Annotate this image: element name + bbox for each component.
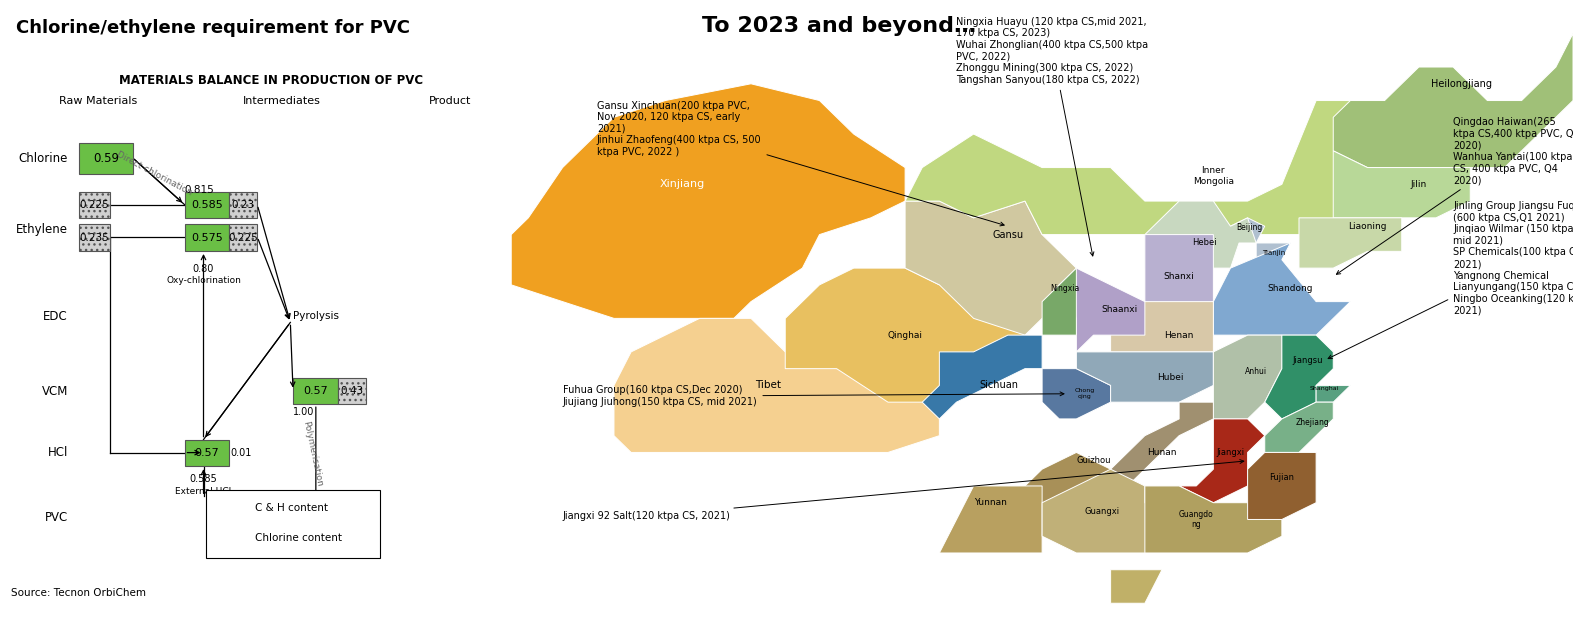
Polygon shape (1076, 352, 1213, 402)
Polygon shape (1111, 402, 1213, 486)
Text: Anhui: Anhui (1246, 368, 1268, 376)
Text: 0.235: 0.235 (80, 232, 109, 243)
Text: 0.57: 0.57 (195, 448, 219, 458)
Polygon shape (904, 201, 1076, 335)
Text: Guangdo
ng: Guangdo ng (1178, 510, 1214, 529)
Bar (184, 224, 230, 251)
Text: Yunnan: Yunnan (974, 498, 1007, 507)
Text: Chlorine content: Chlorine content (255, 533, 341, 542)
Text: Qingdao Haiwan(265
ktpa CS,400 ktpa PVC, Q4
2020)
Wanhua Yantai(100 ktpa
CS, 400: Qingdao Haiwan(265 ktpa CS,400 ktpa PVC,… (1337, 117, 1573, 274)
Text: Jinling Group Jiangsu Fuqiang
(600 ktpa CS,Q1 2021)
Jinqiao Wilmar (150 ktpa CS,: Jinling Group Jiangsu Fuqiang (600 ktpa … (1328, 201, 1573, 358)
Polygon shape (1299, 218, 1402, 268)
Polygon shape (1111, 570, 1162, 603)
Bar (79, 143, 134, 174)
Bar (79, 224, 110, 251)
Text: Guangxi: Guangxi (1084, 507, 1120, 516)
Polygon shape (1041, 369, 1111, 419)
Bar (216, 499, 252, 518)
Text: Fujian: Fujian (1269, 473, 1295, 482)
Text: 0.42: 0.42 (340, 510, 362, 520)
Text: Ningxia Huayu (120 ktpa CS,mid 2021,
170 ktpa CS, 2023)
Wuhai Zhonglian(400 ktpa: Ningxia Huayu (120 ktpa CS,mid 2021, 170… (956, 17, 1148, 256)
Text: Shaanxi: Shaanxi (1101, 306, 1137, 314)
Text: Gansu: Gansu (993, 229, 1024, 239)
Bar (338, 378, 367, 404)
Polygon shape (1334, 33, 1573, 167)
Polygon shape (1145, 201, 1257, 301)
Text: MATERIALS BALANCE IN PRODUCTION OF PVC: MATERIALS BALANCE IN PRODUCTION OF PVC (120, 74, 423, 87)
Polygon shape (1145, 234, 1213, 335)
Bar (206, 490, 379, 558)
Polygon shape (1230, 218, 1265, 243)
Polygon shape (922, 335, 1041, 419)
Text: Raw Materials: Raw Materials (58, 96, 137, 106)
Text: PVC: PVC (44, 512, 68, 524)
Bar (293, 378, 338, 404)
Text: Shandong: Shandong (1268, 284, 1313, 293)
Polygon shape (1317, 386, 1350, 402)
Bar (293, 502, 337, 528)
Text: Polymerisation: Polymerisation (300, 420, 324, 487)
Text: Intermediates: Intermediates (244, 96, 321, 106)
Text: 0.80: 0.80 (193, 264, 214, 274)
Bar (184, 192, 230, 218)
Text: 0.815: 0.815 (184, 185, 214, 195)
Text: Hubei: Hubei (1158, 373, 1184, 381)
Text: Beijing: Beijing (1236, 223, 1263, 232)
Polygon shape (1111, 301, 1213, 352)
Text: 0.59: 0.59 (93, 152, 120, 164)
Bar (216, 528, 252, 547)
Text: Jiangsu: Jiangsu (1293, 356, 1323, 365)
Text: Hunan: Hunan (1147, 448, 1177, 457)
Text: Guizhou: Guizhou (1076, 456, 1111, 466)
Text: Chong
qing: Chong qing (1074, 388, 1095, 399)
Text: C & H content: C & H content (255, 503, 329, 513)
Text: To 2023 and beyond…: To 2023 and beyond… (702, 16, 977, 35)
Polygon shape (1265, 402, 1334, 453)
Polygon shape (1145, 486, 1282, 553)
Bar (184, 440, 230, 466)
Polygon shape (1059, 268, 1145, 352)
Text: Chlorine/ethylene requirement for PVC: Chlorine/ethylene requirement for PVC (16, 19, 411, 37)
Bar (230, 224, 258, 251)
Text: 0.575: 0.575 (190, 232, 223, 243)
Polygon shape (1247, 453, 1317, 520)
Text: Shanghai: Shanghai (1310, 386, 1339, 391)
Polygon shape (613, 319, 939, 453)
Polygon shape (1265, 335, 1334, 419)
Text: Jiangxi: Jiangxi (1216, 448, 1244, 457)
Polygon shape (1180, 419, 1265, 503)
Bar (79, 192, 110, 218)
Text: Gansu Xinchuan(200 ktpa PVC,
Nov 2020, 120 ktpa CS, early
2021)
Jinhui Zhaofeng(: Gansu Xinchuan(200 ktpa PVC, Nov 2020, 1… (596, 100, 1004, 226)
Text: Henan: Henan (1164, 330, 1194, 340)
Text: 0.225: 0.225 (228, 232, 258, 243)
Polygon shape (511, 84, 904, 319)
Text: Jiangxi 92 Salt(120 ktpa CS, 2021): Jiangxi 92 Salt(120 ktpa CS, 2021) (563, 459, 1244, 521)
Text: 0.585: 0.585 (190, 474, 217, 484)
Text: Direct chlorination: Direct chlorination (115, 150, 193, 197)
Bar (337, 502, 365, 528)
Text: Fuhua Group(160 ktpa CS,Dec 2020)
Jiujiang Jiuhong(150 ktpa CS, mid 2021): Fuhua Group(160 ktpa CS,Dec 2020) Jiujia… (563, 386, 1063, 407)
Text: Tianjin: Tianjin (1262, 250, 1285, 256)
Text: Tibet: Tibet (755, 381, 782, 391)
Polygon shape (1213, 335, 1282, 419)
Text: Ethylene: Ethylene (16, 223, 68, 236)
Text: Inner
Mongolia: Inner Mongolia (1192, 166, 1233, 185)
Text: Source: Tecnon OrbiChem: Source: Tecnon OrbiChem (11, 588, 146, 598)
Text: 0.23: 0.23 (231, 200, 255, 210)
Text: Sichuan: Sichuan (980, 381, 1019, 391)
Text: 0.57: 0.57 (304, 386, 327, 396)
Text: Liaoning: Liaoning (1348, 222, 1387, 231)
Polygon shape (785, 268, 1026, 402)
Text: HCl: HCl (47, 446, 68, 459)
Text: Heilongjiang: Heilongjiang (1431, 79, 1493, 89)
Text: Shanxi: Shanxi (1164, 272, 1194, 281)
Bar (230, 192, 258, 218)
Text: Zhejiang: Zhejiang (1296, 418, 1329, 427)
Polygon shape (939, 486, 1041, 553)
Text: 0.01: 0.01 (231, 448, 252, 458)
Text: Chlorine: Chlorine (19, 152, 68, 164)
Polygon shape (1257, 243, 1290, 260)
Text: 0.225: 0.225 (80, 200, 109, 210)
Polygon shape (1213, 243, 1350, 335)
Text: Oxy-chlorination: Oxy-chlorination (167, 276, 241, 285)
